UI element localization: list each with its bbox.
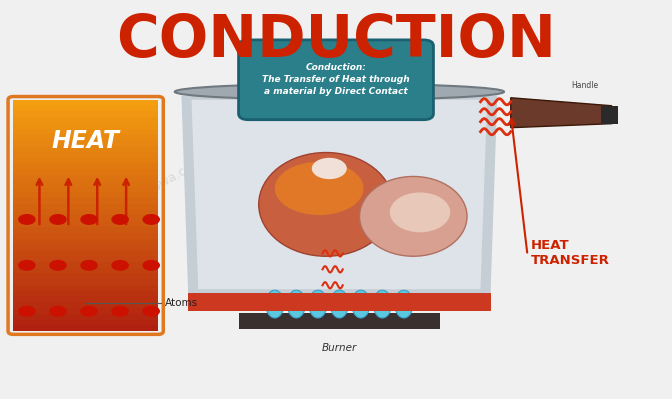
Bar	[13, 273, 158, 279]
Bar	[13, 239, 158, 244]
Bar	[13, 192, 158, 198]
Bar	[13, 302, 158, 308]
Text: HEAT: HEAT	[52, 129, 120, 153]
Circle shape	[19, 215, 35, 224]
Text: Handle: Handle	[571, 81, 598, 90]
Ellipse shape	[351, 290, 370, 318]
Text: Atoms: Atoms	[165, 298, 198, 308]
Ellipse shape	[175, 84, 504, 100]
Bar	[13, 227, 158, 233]
Text: Frying Pan: Frying Pan	[312, 69, 367, 79]
Ellipse shape	[259, 152, 393, 256]
Bar	[13, 244, 158, 250]
Text: dimowa.com: dimowa.com	[130, 154, 206, 205]
Bar	[13, 285, 158, 290]
Circle shape	[19, 261, 35, 270]
Circle shape	[112, 261, 128, 270]
Bar	[13, 279, 158, 285]
Bar	[13, 250, 158, 256]
Bar	[13, 117, 158, 123]
Text: CONDUCTION: CONDUCTION	[116, 12, 556, 69]
Bar	[13, 134, 158, 140]
Ellipse shape	[373, 290, 392, 318]
Circle shape	[312, 158, 346, 178]
Text: Burner: Burner	[322, 343, 357, 353]
Bar	[13, 262, 158, 267]
Circle shape	[276, 162, 363, 214]
Bar	[13, 326, 158, 331]
Ellipse shape	[360, 176, 467, 256]
Bar	[188, 293, 491, 311]
Polygon shape	[181, 96, 497, 293]
Bar	[13, 100, 158, 105]
Ellipse shape	[287, 290, 306, 318]
Bar	[601, 106, 618, 124]
Ellipse shape	[265, 290, 284, 318]
Bar	[13, 215, 158, 221]
Bar	[13, 123, 158, 128]
Circle shape	[81, 306, 97, 316]
Bar	[13, 308, 158, 314]
Circle shape	[112, 306, 128, 316]
Bar	[13, 164, 158, 169]
Bar	[13, 256, 158, 262]
Ellipse shape	[330, 290, 349, 318]
Bar	[13, 106, 158, 111]
Bar	[13, 296, 158, 302]
Bar	[13, 198, 158, 204]
Ellipse shape	[394, 290, 413, 318]
Bar	[13, 158, 158, 164]
Bar	[13, 267, 158, 273]
Polygon shape	[192, 100, 487, 289]
Circle shape	[143, 306, 159, 316]
Text: HEAT
TRANSFER: HEAT TRANSFER	[531, 239, 610, 267]
Bar	[13, 290, 158, 296]
Bar	[13, 187, 158, 192]
Bar	[13, 204, 158, 210]
Text: dimowa.com: dimowa.com	[399, 154, 474, 205]
Bar	[13, 111, 158, 117]
Ellipse shape	[390, 192, 450, 232]
Bar	[13, 128, 158, 134]
Circle shape	[50, 306, 66, 316]
Circle shape	[19, 306, 35, 316]
Bar	[13, 152, 158, 158]
Bar	[13, 140, 158, 146]
Circle shape	[143, 261, 159, 270]
Circle shape	[81, 215, 97, 224]
Bar	[13, 169, 158, 175]
Circle shape	[143, 215, 159, 224]
Bar	[13, 233, 158, 239]
Text: Conduction:
The Transfer of Heat through
a material by Direct Contact: Conduction: The Transfer of Heat through…	[262, 63, 410, 96]
Bar	[13, 320, 158, 325]
Bar	[13, 175, 158, 181]
Bar	[13, 314, 158, 320]
Bar	[13, 181, 158, 187]
Bar	[13, 221, 158, 227]
Polygon shape	[511, 98, 612, 128]
Circle shape	[81, 261, 97, 270]
Bar	[13, 210, 158, 215]
Ellipse shape	[308, 290, 327, 318]
Bar	[13, 146, 158, 152]
Circle shape	[50, 215, 66, 224]
Bar	[239, 313, 440, 329]
Circle shape	[50, 261, 66, 270]
Circle shape	[112, 215, 128, 224]
FancyBboxPatch shape	[239, 40, 433, 120]
